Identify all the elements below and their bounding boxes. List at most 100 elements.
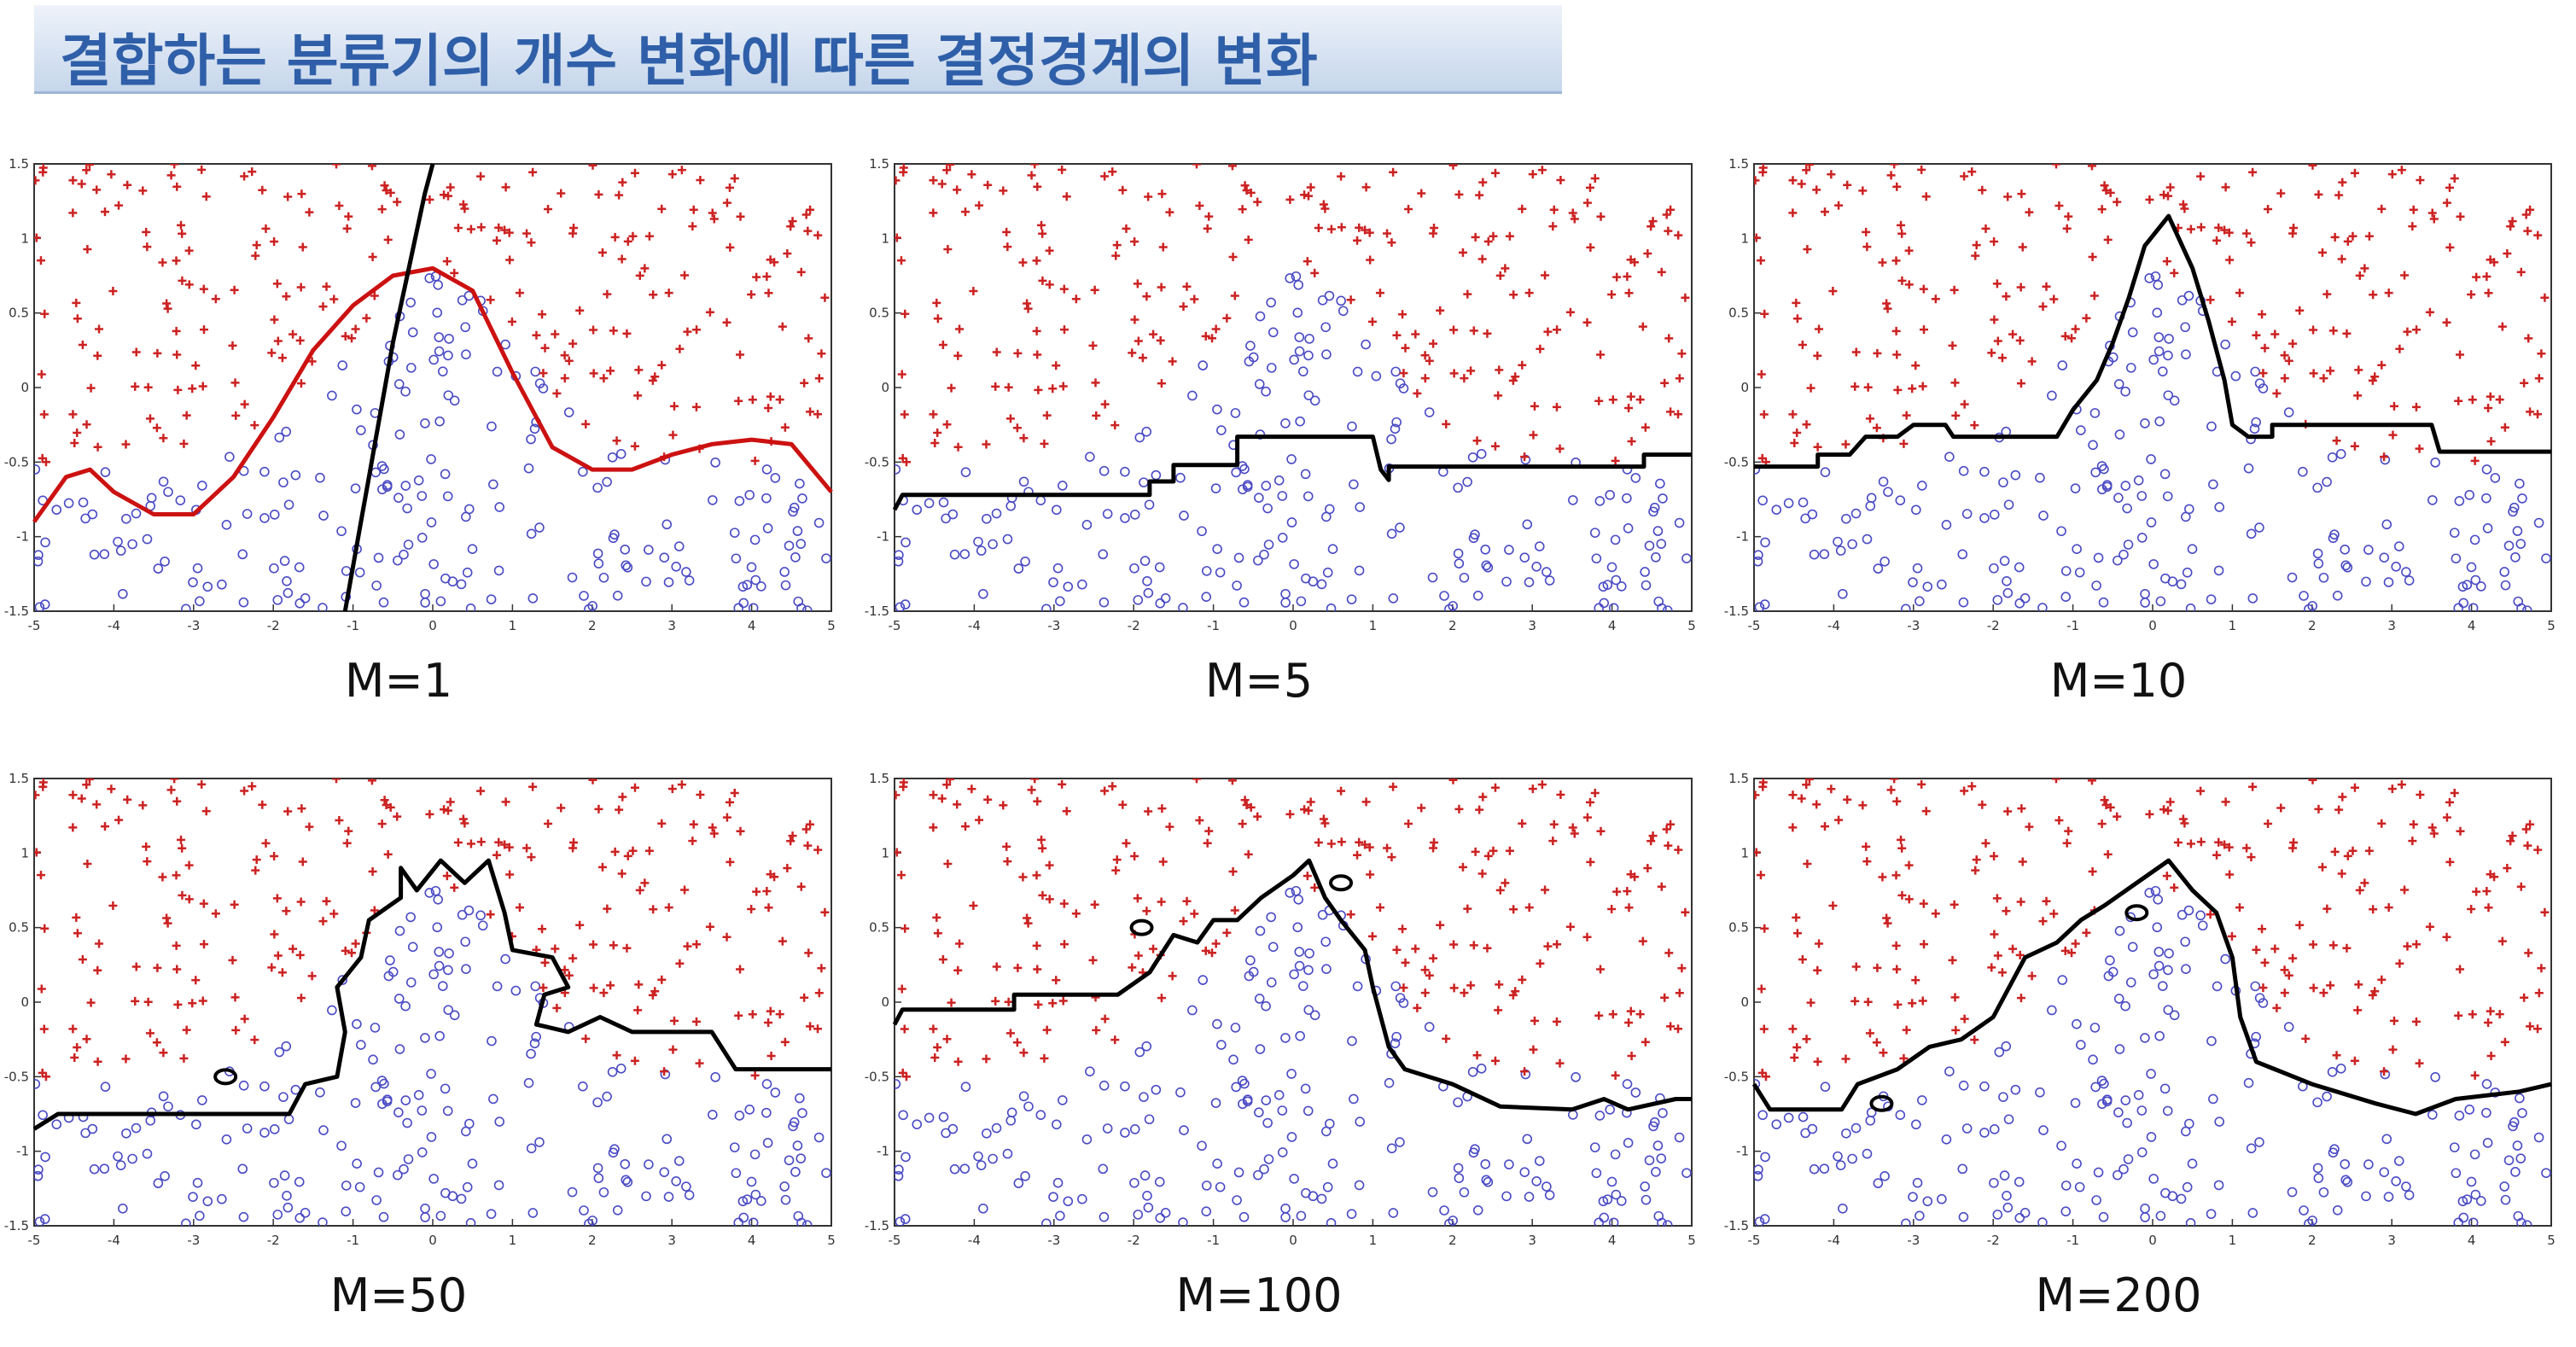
plus-point <box>1320 204 1330 213</box>
plus-point <box>778 936 787 946</box>
circle-point <box>2212 981 2223 992</box>
circle-point <box>1911 1119 1921 1130</box>
plus-point <box>446 797 455 807</box>
plus-point <box>1624 1018 1634 1027</box>
circle-point <box>460 936 470 948</box>
plus-point <box>1892 965 1902 974</box>
circle-point <box>463 905 475 916</box>
plus-point <box>2276 189 2286 198</box>
plus-point <box>527 853 536 862</box>
plus-point <box>1997 353 2007 363</box>
plus-point <box>1383 843 1392 853</box>
plus-point <box>2248 782 2258 791</box>
plus-point <box>1759 1024 1769 1034</box>
circle-point <box>2153 947 2165 957</box>
plus-point <box>2314 190 2323 199</box>
circle-point <box>2146 1132 2157 1142</box>
plus-point <box>1872 423 1881 433</box>
circle-point <box>2070 483 2081 493</box>
circle-point <box>2515 478 2525 489</box>
plus-point <box>1873 963 1882 972</box>
circle-point <box>460 322 470 333</box>
plus-point <box>2196 172 2206 181</box>
circle-point <box>1291 885 1302 896</box>
plus-point <box>2388 430 2398 440</box>
plus-point <box>938 955 947 965</box>
plus-point <box>2100 796 2109 805</box>
plus-point <box>163 918 172 928</box>
circle-point <box>393 493 404 503</box>
plus-point <box>1158 857 1168 866</box>
plus-point <box>2309 983 2318 993</box>
plus-point <box>635 271 644 280</box>
circle-point <box>2243 463 2254 474</box>
plus-point <box>2427 823 2437 832</box>
circle-point <box>283 1202 294 1213</box>
circle-point <box>393 1107 404 1117</box>
plus-point <box>1392 945 1402 954</box>
plus-point <box>2486 1006 2495 1016</box>
plus-point <box>1891 256 1901 265</box>
plus-point <box>1981 838 1990 848</box>
circle-point <box>895 1170 904 1181</box>
plus-point <box>1023 304 1033 313</box>
plus-point <box>1361 797 1371 807</box>
circle-point <box>1052 1119 1062 1130</box>
circle-point <box>1605 1105 1616 1115</box>
circle-point <box>2010 469 2021 481</box>
circle-point <box>1571 1072 1581 1082</box>
circle-point <box>2230 370 2241 382</box>
circle-point <box>1298 981 1308 991</box>
circle-point <box>1248 966 1259 977</box>
sample-points <box>1754 778 2551 1226</box>
circle-point <box>2057 975 2068 985</box>
plus-point <box>2214 837 2223 847</box>
plus-point <box>380 796 389 805</box>
plus-point <box>628 846 638 855</box>
x-tick-label: 3 <box>667 1233 676 1248</box>
plus-point <box>1240 181 1250 190</box>
circle-point <box>1212 1158 1222 1169</box>
circle-point <box>217 579 227 590</box>
plus-point <box>1607 905 1617 914</box>
x-tick-label: 4 <box>748 1233 756 1248</box>
plus-point <box>786 837 796 846</box>
circle-point <box>1591 1168 1602 1179</box>
plus-point <box>2196 837 2206 847</box>
circle-point <box>278 477 288 487</box>
plus-point <box>283 807 293 816</box>
circle-point <box>2517 1108 2527 1118</box>
circle-point <box>2449 528 2460 538</box>
plus-point <box>2429 214 2439 224</box>
plus-point <box>1893 1000 1903 1009</box>
circle-point <box>1013 1178 1024 1188</box>
plus-point <box>814 374 824 383</box>
plus-point <box>1666 1022 1676 1031</box>
plus-point <box>764 403 773 412</box>
circle-point <box>2001 1041 2012 1052</box>
circle-point <box>370 1023 381 1033</box>
plus-point <box>1643 863 1652 872</box>
circle-point <box>1880 557 1890 567</box>
circle-point <box>1238 597 1250 608</box>
plus-point <box>1582 198 1592 207</box>
circle-point <box>1681 1168 1692 1178</box>
circle-point <box>1911 504 1921 516</box>
plus-point <box>796 267 806 277</box>
plus-point <box>182 1025 191 1035</box>
circle-point <box>1989 1177 1999 1188</box>
circle-point <box>2180 936 2190 948</box>
plus-point <box>1990 315 1999 324</box>
circle-point <box>420 1033 430 1043</box>
plus-point <box>1918 382 1927 391</box>
circle-point <box>960 467 971 477</box>
plus-point <box>2212 236 2222 245</box>
plus-point <box>539 369 548 378</box>
plus-point <box>1062 807 1071 816</box>
circle-point <box>440 469 451 480</box>
circle-point <box>2107 966 2118 977</box>
circle-point <box>2060 592 2072 603</box>
circle-point <box>1142 1191 1152 1201</box>
circle-point <box>1320 936 1331 948</box>
